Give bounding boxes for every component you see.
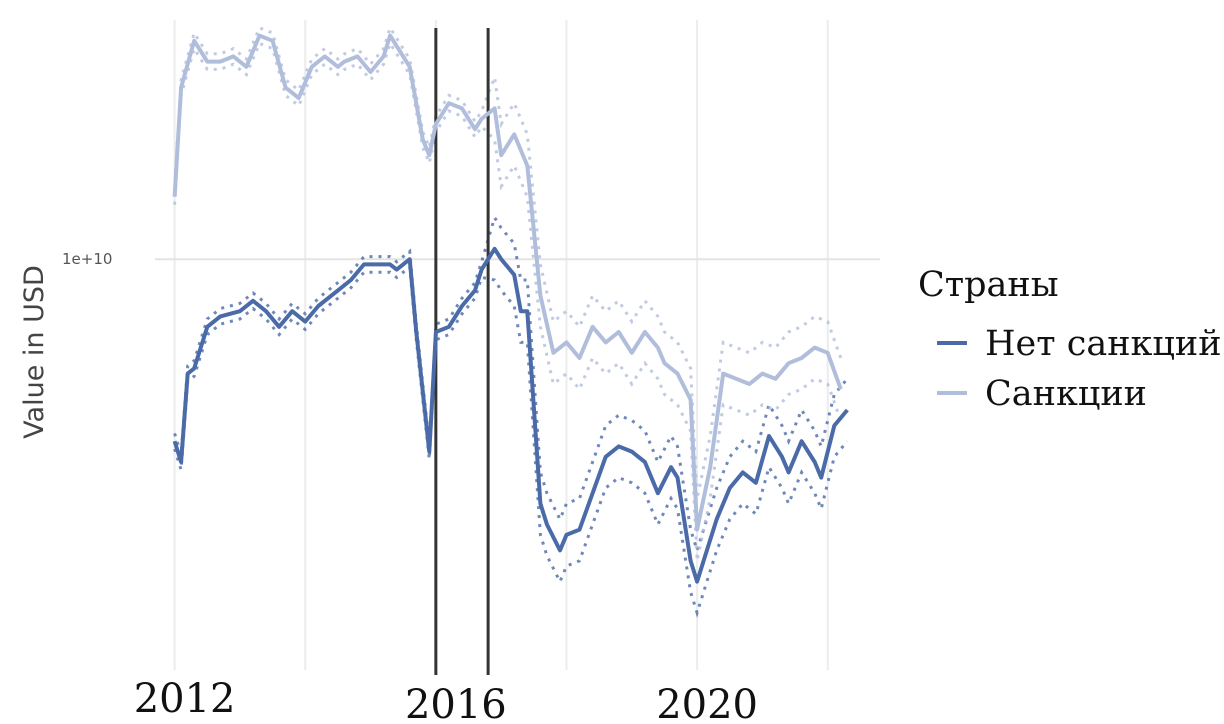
confidence-line-lower (173, 39, 843, 562)
legend: Страны Нет санкций Санкции (918, 265, 1222, 414)
confidence-line-lower (173, 264, 849, 618)
vertical-markers (434, 28, 490, 675)
x-tick-label: 2020 (656, 682, 758, 724)
series-lines (172, 33, 849, 584)
legend-title: Страны (918, 265, 1059, 305)
confidence-bands (173, 24, 849, 618)
y-tick-label: 1e+10 (62, 250, 112, 268)
legend-label: Нет санкций (985, 324, 1222, 364)
x-tick-label: 2016 (405, 682, 507, 724)
axis-ticks: 1e+10 2012 2016 2020 (62, 250, 758, 724)
confidence-line-upper (173, 214, 849, 556)
series-line (172, 246, 849, 584)
confidence-line-upper (173, 24, 843, 499)
x-tick-label: 2012 (134, 676, 236, 722)
y-axis-label: Value in USD (19, 265, 50, 439)
series-line (172, 33, 843, 532)
legend-label: Санкции (985, 374, 1147, 414)
